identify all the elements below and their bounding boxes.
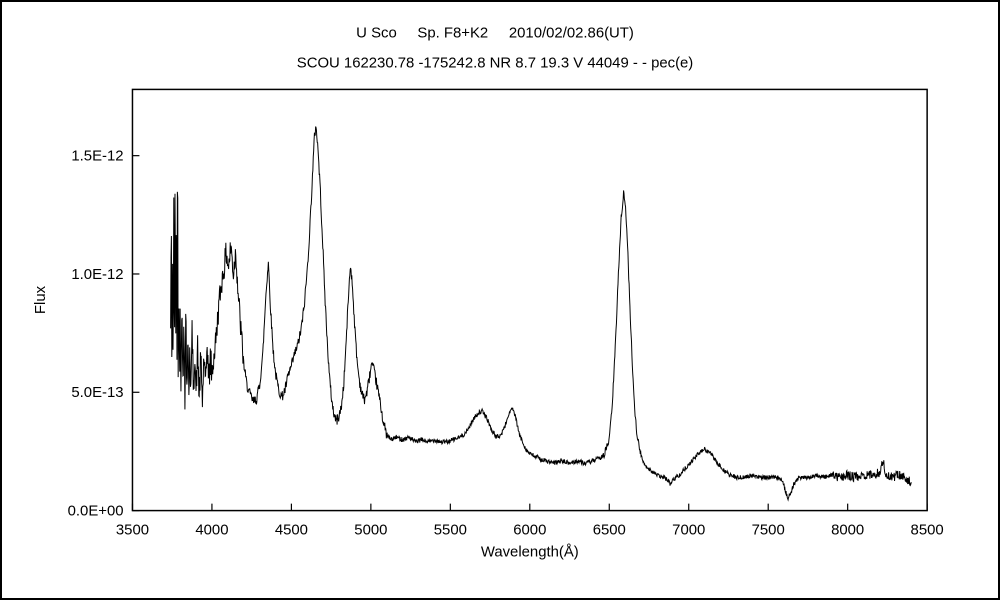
x-tick-label: 7000 [672, 522, 705, 538]
chart-title-line1: U Sco Sp. F8+K2 2010/02/02.86(UT) [356, 26, 634, 42]
chart-title-line2: SCOU 162230.78 -175242.8 NR 8.7 19.3 V 4… [297, 56, 694, 72]
x-tick-label: 4500 [275, 522, 308, 538]
axis-ticks: 3500 4000 4500 5000 5500 6000 6500 7000 7500 8000… [68, 149, 944, 539]
x-tick-label: 6000 [513, 522, 546, 538]
x-tick-label: 3500 [116, 522, 149, 538]
x-tick-label: 5500 [434, 522, 467, 538]
y-tick-label: 5.0E-13 [71, 385, 123, 401]
x-axis-label: Wavelength(Å) [481, 543, 579, 560]
x-tick-label: 7500 [752, 522, 785, 538]
y-tick-label: 1.5E-12 [71, 149, 123, 165]
y-tick-label: 0.0E+00 [68, 504, 124, 520]
x-tick-label: 5000 [354, 522, 387, 538]
plot-frame [131, 88, 928, 512]
y-tick-label: 1.0E-12 [71, 267, 123, 283]
x-tick-label: 6500 [593, 522, 626, 538]
x-tick-label: 4000 [195, 522, 228, 538]
x-tick-label: 8500 [911, 522, 944, 538]
y-axis-label: Flux [33, 285, 49, 314]
spectrum-series [170, 126, 912, 502]
spectrum-line [170, 126, 912, 502]
x-tick-label: 8000 [831, 522, 864, 538]
